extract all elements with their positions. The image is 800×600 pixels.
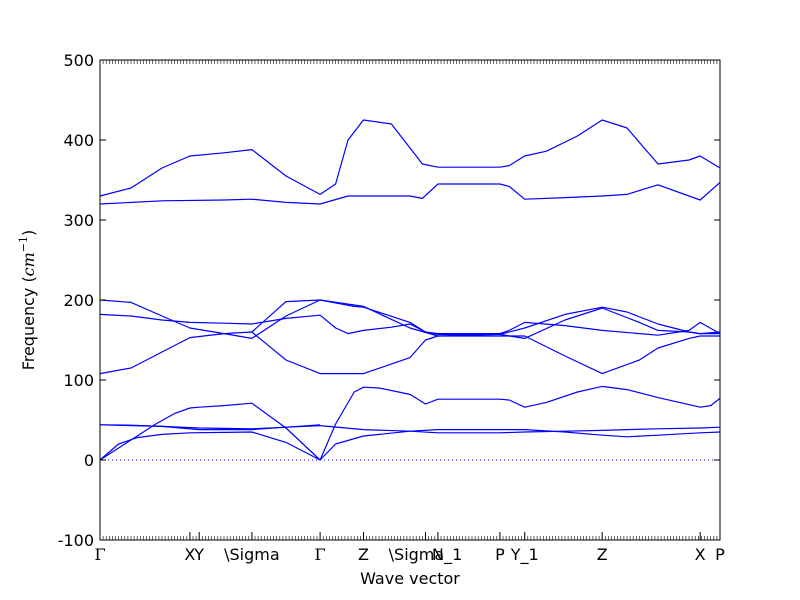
- dispersion-lines: [99, 119, 721, 461]
- y-axis-label-close: ): [19, 230, 38, 236]
- x-tick-label: X: [695, 545, 706, 564]
- y-axis-label-exponent: −1: [17, 236, 30, 252]
- y-tick-label: -100: [58, 531, 94, 550]
- y-tick-label: 200: [63, 291, 94, 310]
- y-tick-label: 500: [63, 51, 94, 70]
- x-tick-label: Z: [597, 545, 608, 564]
- x-axis-ticks: Γ XY \Sigma Γ Z \Sigma_1N P Y_1 Z X P: [94, 532, 725, 565]
- y-tick-label: 400: [63, 131, 94, 150]
- x-minor-ticks: [99, 60, 721, 540]
- x-tick-label: P: [715, 545, 725, 564]
- branch-line-13: [251, 299, 721, 339]
- branch-line-7: [320, 425, 721, 434]
- branch-line-9: [99, 181, 721, 205]
- plot-area-frame: [99, 59, 721, 541]
- x-tick-label: P: [495, 545, 505, 564]
- x-tick-label: Y: [193, 545, 204, 564]
- branch-line-5: [319, 385, 721, 461]
- x-tick-label: Γ: [315, 545, 326, 564]
- branch-line-2: [99, 431, 321, 461]
- y-axis-label-text: Frequency (: [19, 276, 38, 370]
- x-tick-label: Z: [358, 545, 369, 564]
- x-tick-label: Γ: [94, 545, 105, 564]
- y-axis-ticks: -100 0 100 200 300 400 500: [58, 51, 720, 550]
- branch-line-4: [99, 424, 321, 431]
- branch-line-11: [99, 313, 721, 336]
- y-tick-label: 0: [84, 451, 94, 470]
- x-tick-label: \Sigma: [224, 545, 280, 564]
- x-tick-label: Y_1: [510, 545, 539, 565]
- x-tick-label: \Sigma_1: [389, 545, 463, 565]
- y-tick-label: 300: [63, 211, 94, 230]
- y-axis-label: Frequency (cm−1): [17, 230, 38, 371]
- y-tick-label: 100: [63, 371, 94, 390]
- x-axis-label: Wave vector: [360, 569, 460, 588]
- branch-line-1: [99, 402, 321, 461]
- branch-line-6: [319, 429, 721, 461]
- x-tick-label: N: [432, 545, 444, 564]
- branch-line-12: [99, 331, 720, 375]
- branch-line-8: [99, 119, 721, 197]
- y-axis-label-unit: cm: [19, 252, 38, 276]
- x-tick-label: X: [184, 545, 195, 564]
